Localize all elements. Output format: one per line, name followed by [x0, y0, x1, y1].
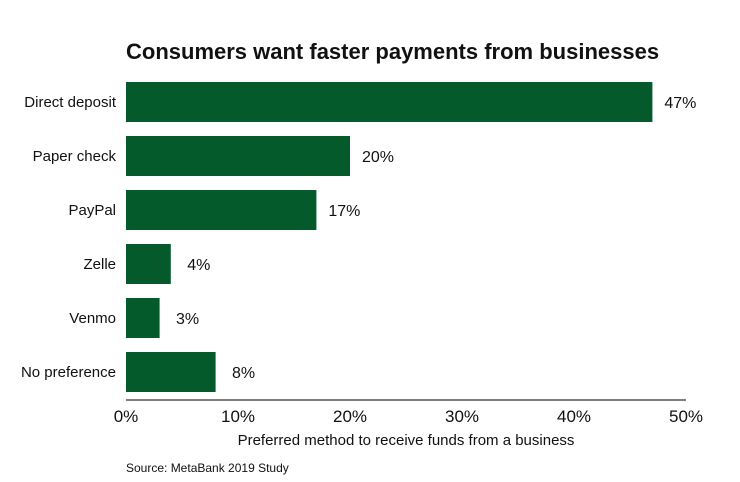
bar	[126, 244, 171, 284]
data-label: 20%	[362, 149, 394, 166]
x-axis-label: Preferred method to receive funds from a…	[238, 432, 575, 449]
x-tick-label: 0%	[114, 407, 139, 426]
data-label: 17%	[328, 203, 360, 220]
category-label: No preference	[21, 364, 116, 381]
category-label: Venmo	[69, 310, 116, 327]
category-label: Zelle	[83, 256, 116, 273]
category-label: Paper check	[33, 148, 117, 165]
data-label: 3%	[176, 311, 199, 328]
x-tick-label: 30%	[445, 407, 479, 426]
x-tick-label: 10%	[221, 407, 255, 426]
data-label: 8%	[232, 365, 255, 382]
x-tick-label: 50%	[669, 407, 703, 426]
x-tick-label: 20%	[333, 407, 367, 426]
bar	[126, 190, 317, 230]
data-label: 4%	[187, 257, 210, 274]
bar	[126, 298, 160, 338]
bar	[126, 136, 350, 176]
bar	[126, 352, 216, 392]
source-note: Source: MetaBank 2019 Study	[126, 461, 289, 475]
category-label: Direct deposit	[24, 94, 117, 111]
chart-title: Consumers want faster payments from busi…	[126, 39, 659, 64]
category-label: PayPal	[68, 202, 116, 219]
data-label: 47%	[664, 95, 696, 112]
bar	[126, 82, 653, 122]
x-tick-label: 40%	[557, 407, 591, 426]
